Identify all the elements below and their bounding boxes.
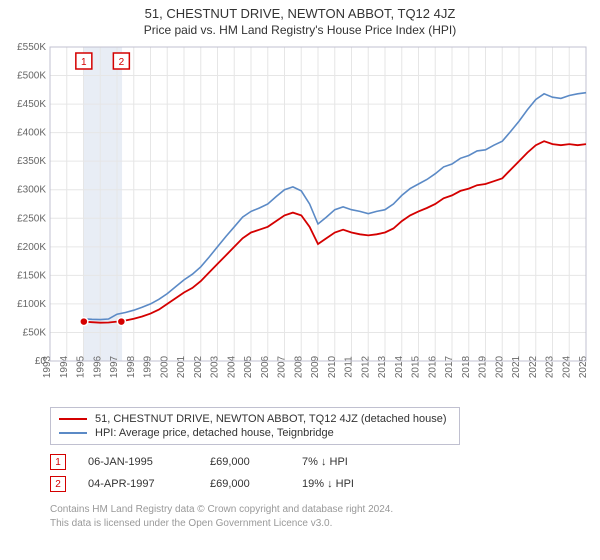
x-tick-label: 2021 xyxy=(511,355,522,378)
x-tick-label: 2020 xyxy=(494,355,505,378)
x-tick-label: 1994 xyxy=(59,355,70,378)
x-tick-label: 2011 xyxy=(344,356,355,378)
x-tick-label: 2025 xyxy=(578,355,589,378)
sale-marker-num-1: 1 xyxy=(81,57,87,68)
y-tick-label: £300K xyxy=(17,185,46,196)
y-tick-label: £550K xyxy=(17,42,46,53)
sale-row: 2 04-APR-1997 £69,000 19% ↓ HPI xyxy=(50,473,590,495)
sale-date: 04-APR-1997 xyxy=(88,478,188,490)
legend-item: HPI: Average price, detached house, Teig… xyxy=(59,426,451,440)
sale-diff: 19% ↓ HPI xyxy=(302,478,392,490)
x-tick-label: 2008 xyxy=(293,355,304,378)
legend-swatch xyxy=(59,432,87,434)
x-tick-label: 2006 xyxy=(260,355,271,378)
x-tick-label: 2004 xyxy=(226,355,237,378)
x-tick-label: 2022 xyxy=(528,355,539,378)
x-tick-label: 2013 xyxy=(377,355,388,378)
legend-label: HPI: Average price, detached house, Teig… xyxy=(95,427,334,439)
legend-item: 51, CHESTNUT DRIVE, NEWTON ABBOT, TQ12 4… xyxy=(59,412,451,426)
x-tick-label: 1999 xyxy=(143,355,154,378)
sale-marker-num-2: 2 xyxy=(119,57,125,68)
y-tick-label: £50K xyxy=(23,327,47,338)
x-tick-label: 2010 xyxy=(327,355,338,378)
sale-price: £69,000 xyxy=(210,456,280,468)
sale-price: £69,000 xyxy=(210,478,280,490)
x-tick-label: 2024 xyxy=(561,355,572,378)
x-tick-label: 2017 xyxy=(444,355,455,378)
x-tick-label: 1997 xyxy=(109,355,120,378)
x-tick-label: 1996 xyxy=(92,355,103,378)
x-tick-label: 2003 xyxy=(210,355,221,378)
x-tick-label: 2016 xyxy=(427,355,438,378)
sale-date: 06-JAN-1995 xyxy=(88,456,188,468)
footer-attribution: Contains HM Land Registry data © Crown c… xyxy=(50,503,590,530)
chart-subtitle: Price paid vs. HM Land Registry's House … xyxy=(10,23,590,37)
x-tick-label: 2009 xyxy=(310,355,321,378)
y-tick-label: £450K xyxy=(17,99,46,110)
x-tick-label: 2002 xyxy=(193,355,204,378)
x-tick-label: 2000 xyxy=(159,355,170,378)
sale-point-2 xyxy=(117,318,125,326)
plot-area: £0£50K£100K£150K£200K£250K£300K£350K£400… xyxy=(10,41,590,401)
legend-label: 51, CHESTNUT DRIVE, NEWTON ABBOT, TQ12 4… xyxy=(95,413,447,425)
x-tick-label: 2019 xyxy=(478,355,489,378)
footer-line-2: This data is licensed under the Open Gov… xyxy=(50,517,590,531)
sale-diff: 7% ↓ HPI xyxy=(302,456,392,468)
x-tick-label: 2007 xyxy=(277,355,288,378)
x-tick-label: 2001 xyxy=(176,355,187,378)
chart-container: 51, CHESTNUT DRIVE, NEWTON ABBOT, TQ12 4… xyxy=(0,0,600,534)
chart-title: 51, CHESTNUT DRIVE, NEWTON ABBOT, TQ12 4… xyxy=(10,6,590,21)
y-tick-label: £250K xyxy=(17,213,46,224)
x-tick-label: 2012 xyxy=(360,355,371,378)
sale-row: 1 06-JAN-1995 £69,000 7% ↓ HPI xyxy=(50,451,590,473)
footer-line-1: Contains HM Land Registry data © Crown c… xyxy=(50,503,590,517)
y-tick-label: £150K xyxy=(17,270,46,281)
y-tick-label: £200K xyxy=(17,242,46,253)
x-tick-label: 2015 xyxy=(411,355,422,378)
x-tick-label: 1995 xyxy=(76,355,87,378)
sales-table: 1 06-JAN-1995 £69,000 7% ↓ HPI 2 04-APR-1997 £… xyxy=(50,451,590,495)
y-tick-label: £500K xyxy=(17,71,46,82)
x-tick-label: 2005 xyxy=(243,355,254,378)
x-tick-label: 2023 xyxy=(545,355,556,378)
sale-badge: 1 xyxy=(50,454,66,470)
legend-swatch xyxy=(59,418,87,420)
chart-svg: £0£50K£100K£150K£200K£250K£300K£350K£400… xyxy=(10,41,590,401)
x-tick-label: 1993 xyxy=(42,355,53,378)
y-tick-label: £350K xyxy=(17,156,46,167)
sale-badge: 2 xyxy=(50,476,66,492)
y-tick-label: £400K xyxy=(17,128,46,139)
x-tick-label: 2014 xyxy=(394,355,405,378)
x-tick-label: 1998 xyxy=(126,355,137,378)
y-tick-label: £100K xyxy=(17,299,46,310)
legend-box: 51, CHESTNUT DRIVE, NEWTON ABBOT, TQ12 4… xyxy=(50,407,460,445)
x-tick-label: 2018 xyxy=(461,355,472,378)
sale-point-1 xyxy=(80,318,88,326)
